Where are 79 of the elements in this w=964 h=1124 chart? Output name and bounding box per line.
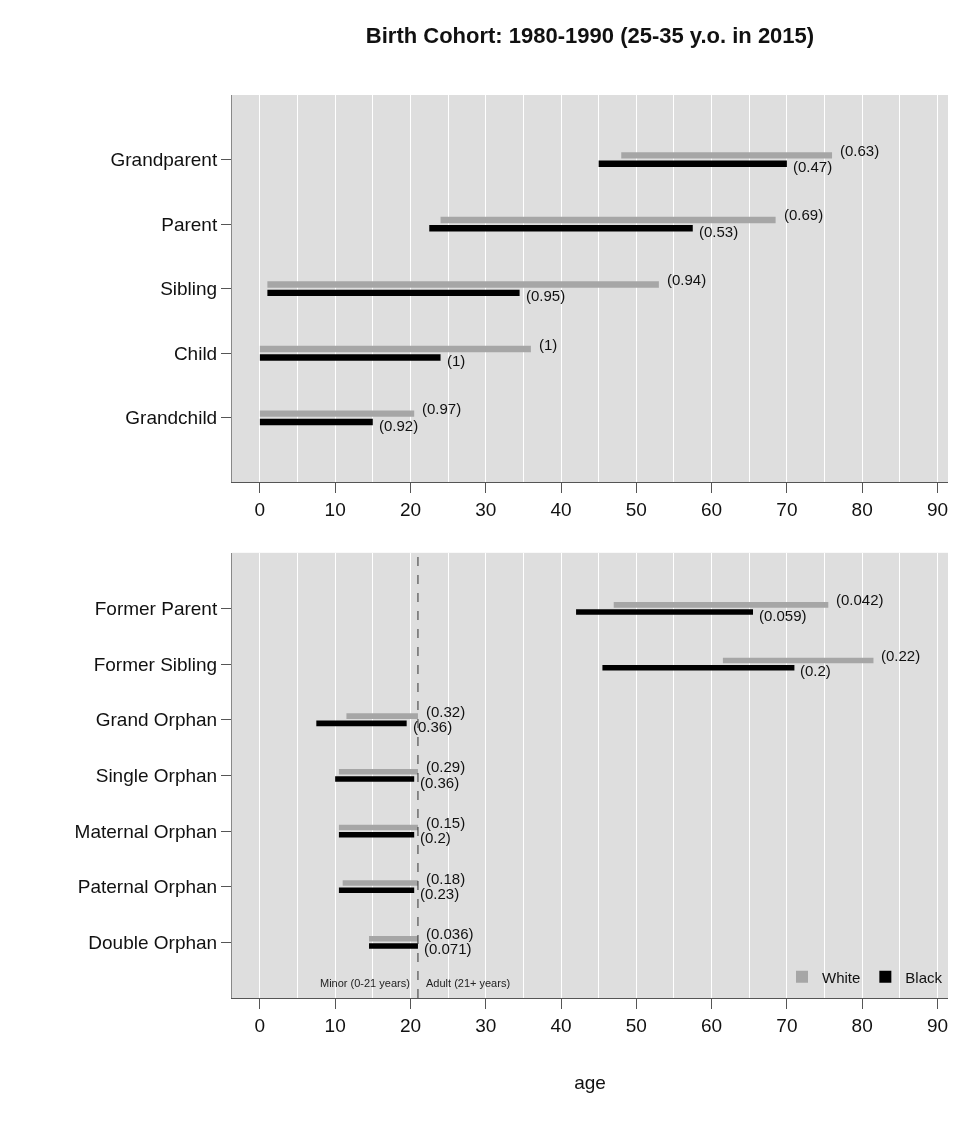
annotation: (1) (447, 352, 466, 369)
bar (259, 410, 415, 417)
y-tick-label: Grandchild (125, 407, 218, 429)
annotation: (0.18) (426, 870, 466, 887)
x-tick-label: 90 (926, 1014, 949, 1036)
annotation: (0.92) (379, 417, 419, 434)
y-tick-label: Former Sibling (93, 653, 218, 675)
bar (259, 418, 373, 426)
annotation: (0.47) (793, 158, 833, 175)
annotation: (0.29) (426, 758, 466, 775)
x-tick-label: 50 (625, 499, 647, 521)
annotation: Adult (21+ years) (426, 977, 511, 989)
x-tick-label: 10 (324, 1014, 346, 1036)
annotation: (0.36) (420, 774, 460, 791)
annotation: (0.059) (759, 607, 807, 624)
annotation: (0.95) (526, 287, 566, 304)
annotation: (0.53) (699, 223, 739, 240)
x-axis-title: age (574, 1071, 606, 1093)
bar (346, 713, 418, 719)
annotation: (0.15) (426, 814, 466, 831)
legend-label: Black (905, 968, 943, 986)
bar (316, 720, 407, 727)
chart-title: Birth Cohort: 1980-1990 (25-35 y.o. in 2015) (365, 22, 815, 48)
bar (342, 880, 418, 886)
x-tick-label: 30 (475, 1014, 497, 1036)
bar (598, 160, 787, 167)
x-tick-label: 40 (550, 1014, 572, 1036)
annotation: (0.042) (836, 591, 884, 608)
bar (621, 152, 833, 159)
x-tick-label: 10 (324, 499, 346, 521)
x-tick-label: 0 (254, 1014, 266, 1036)
bar (722, 657, 874, 664)
x-tick-label: 60 (701, 1014, 723, 1036)
x-tick-label: 40 (550, 499, 572, 521)
bar (335, 776, 415, 782)
x-tick-label: 80 (851, 499, 873, 521)
bar (259, 354, 441, 361)
annotation: (0.036) (426, 925, 474, 942)
bar (369, 943, 418, 949)
bar (576, 609, 753, 615)
bar (267, 289, 520, 297)
annotation: Minor (0-21 years) (320, 977, 410, 989)
x-tick-label: 30 (475, 499, 497, 521)
y-tick-label: Paternal Orphan (77, 876, 218, 898)
annotation: (0.69) (784, 206, 824, 223)
x-tick-label: 70 (776, 1014, 798, 1036)
bar (440, 216, 776, 224)
x-tick-label: 20 (399, 1014, 422, 1036)
x-tick-label: 0 (254, 499, 266, 521)
bar (613, 602, 829, 608)
y-tick-label: Former Parent (94, 598, 218, 620)
bar (338, 769, 418, 775)
y-tick-label: Sibling (160, 278, 218, 300)
x-tick-label: 60 (701, 499, 723, 521)
x-tick-label: 50 (625, 1014, 647, 1036)
x-tick-label: 90 (926, 499, 949, 521)
x-tick-label: 80 (851, 1014, 873, 1036)
annotation: (0.63) (840, 142, 880, 159)
y-tick-label: Maternal Orphan (74, 820, 218, 842)
y-tick-label: Child (173, 342, 218, 364)
annotation: (0.94) (667, 271, 707, 288)
legend-label: White (822, 968, 861, 986)
bar (429, 225, 693, 232)
bar (369, 935, 418, 942)
y-tick-label: Double Orphan (88, 932, 218, 953)
bar (602, 664, 795, 671)
bar (259, 345, 531, 353)
annotation: (0.32) (426, 703, 466, 720)
x-tick-label: 20 (399, 499, 422, 521)
y-tick-label: Parent (161, 213, 218, 235)
y-tick-label: Grand Orphan (95, 709, 218, 731)
x-tick-label: 70 (776, 499, 798, 521)
annotation: (1) (539, 336, 558, 353)
annotation: (0.22) (881, 647, 921, 664)
bar (267, 281, 659, 288)
annotation: (0.2) (800, 662, 831, 679)
y-tick-label: Grandparent (110, 149, 218, 171)
annotation: (0.97) (422, 400, 462, 417)
y-tick-label: Single Orphan (95, 765, 218, 787)
